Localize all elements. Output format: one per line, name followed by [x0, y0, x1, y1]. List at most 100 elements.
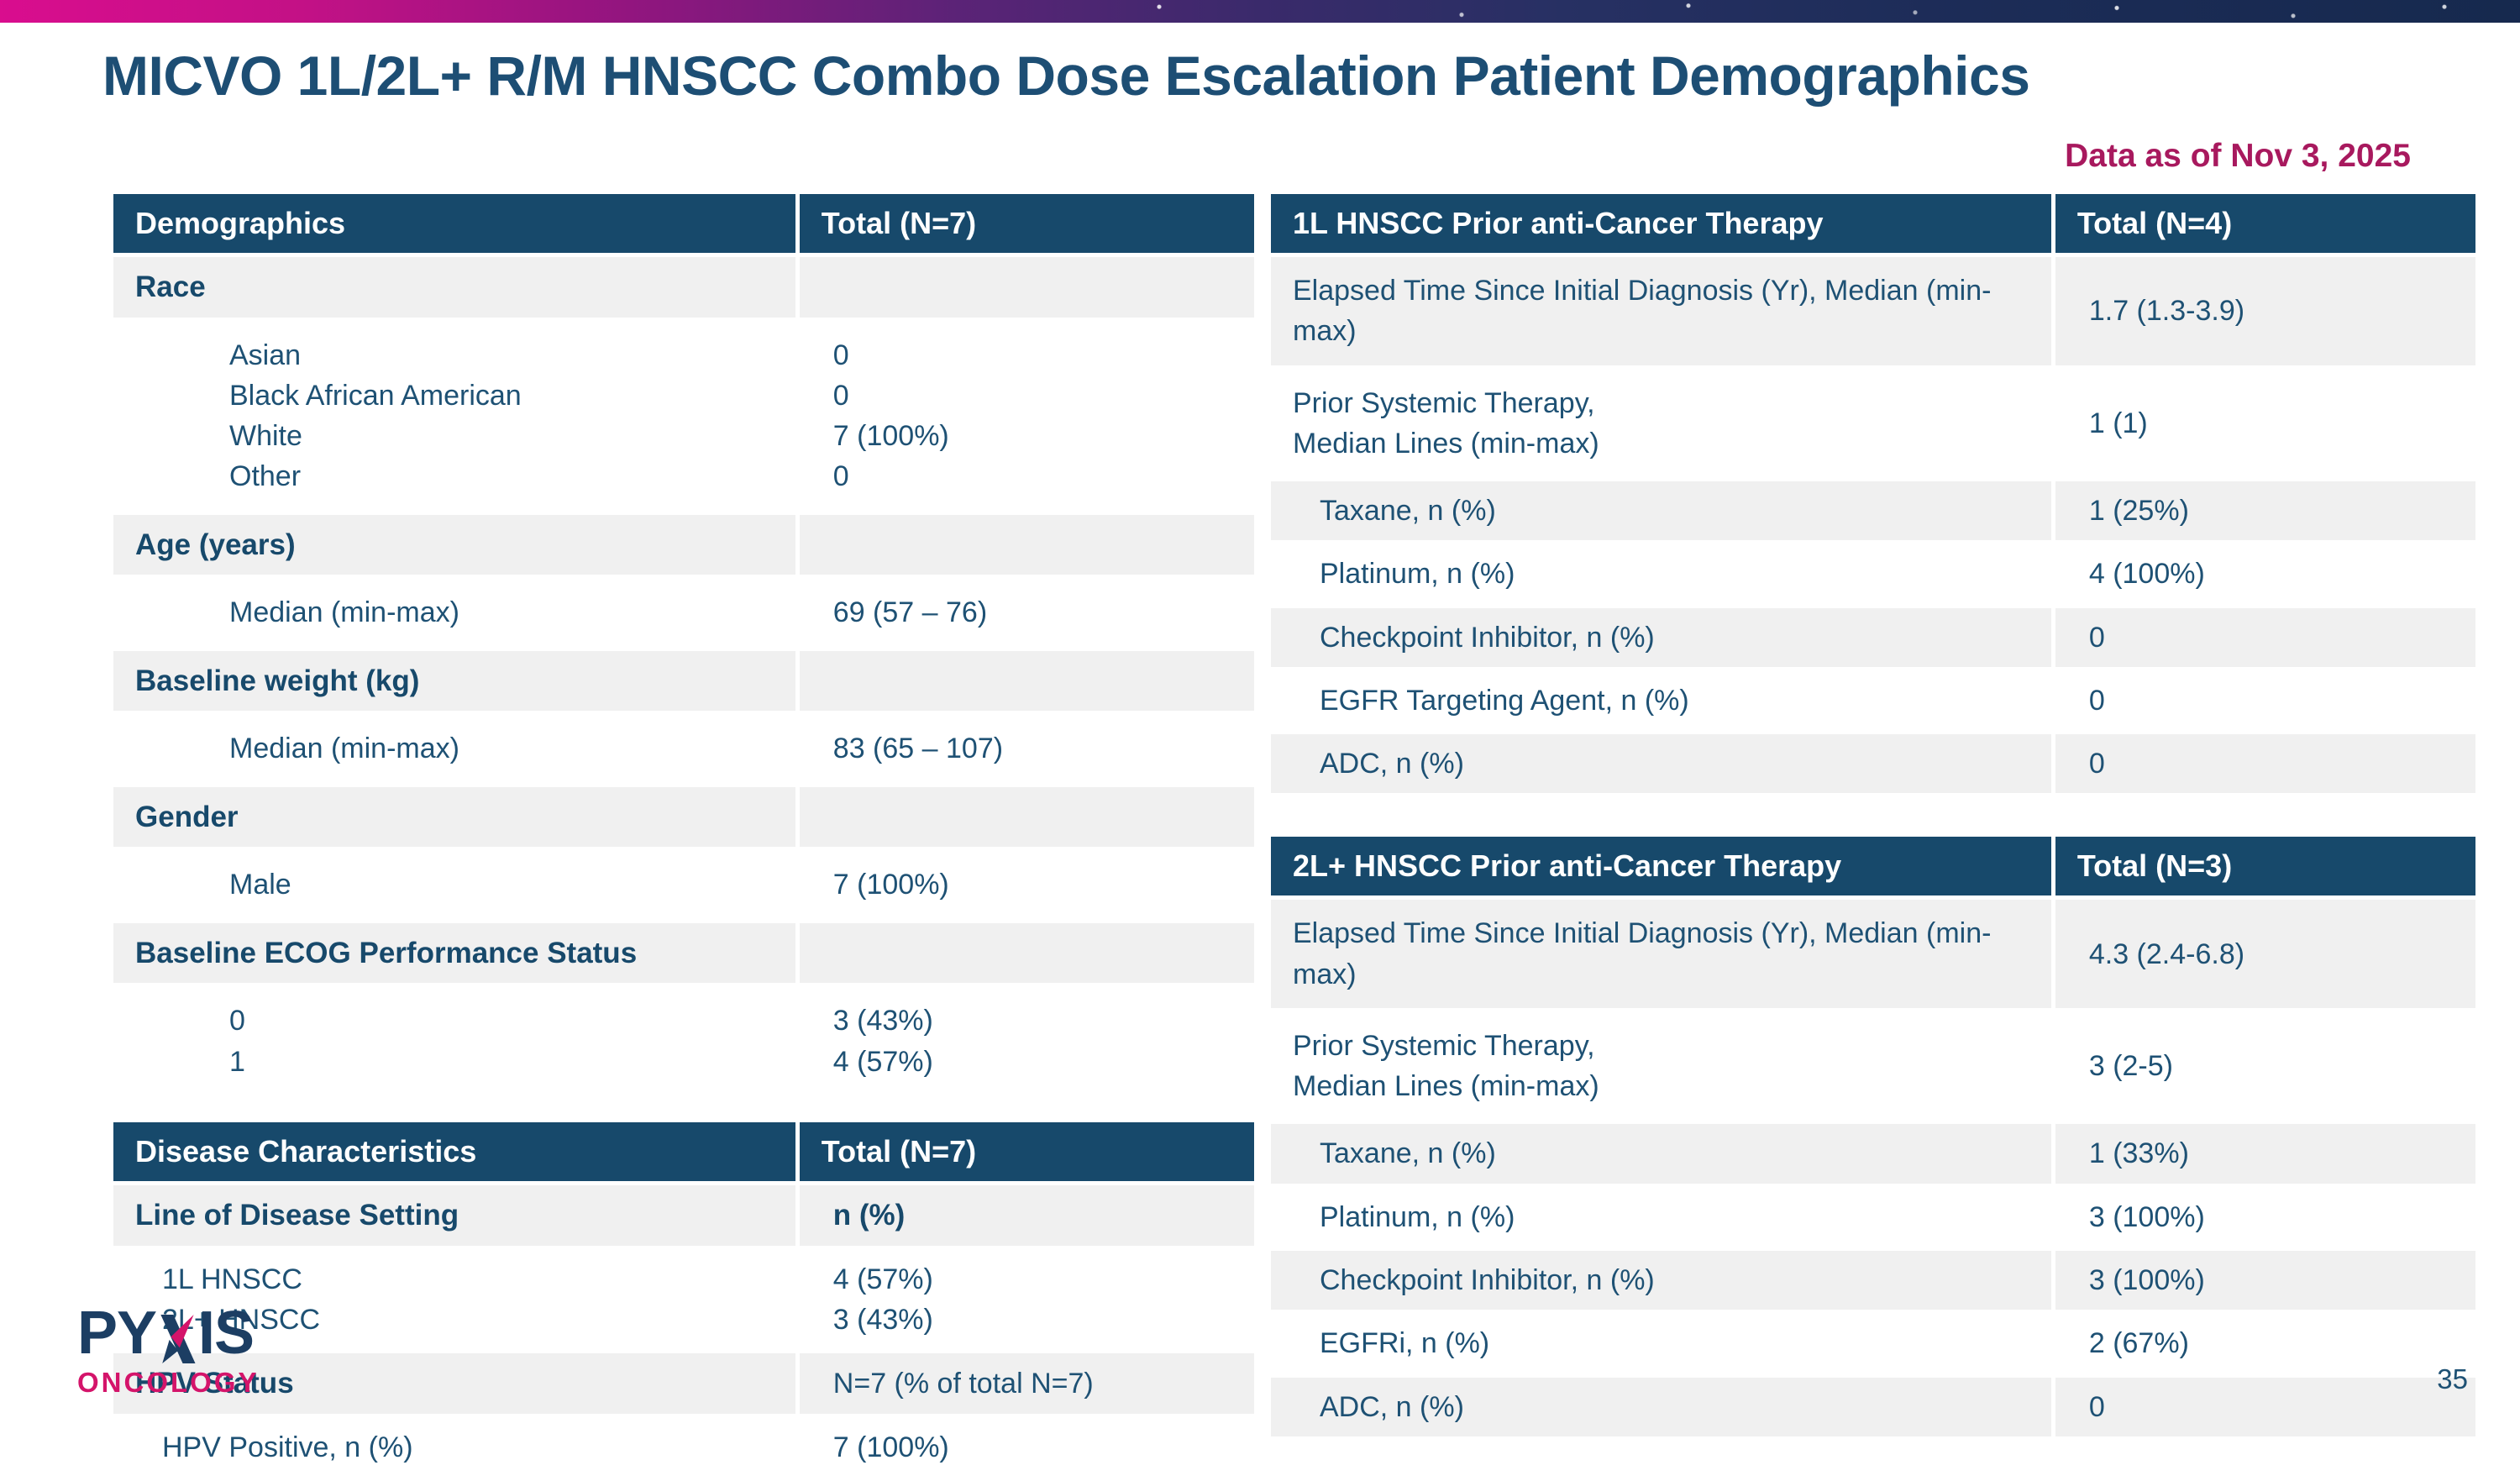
table-row: Platinum, n (%) 3 (100%): [1271, 1187, 2475, 1247]
table-row: Taxane, n (%) 1 (25%): [1271, 481, 2475, 541]
table-row: Platinum, n (%) 4 (100%): [1271, 544, 2475, 604]
row-value: 4 (57%) 3 (43%): [799, 1249, 1254, 1350]
table-row: Race: [113, 257, 1254, 318]
table-row: Baseline weight (kg): [113, 650, 1254, 712]
row-value: 0: [2055, 607, 2475, 667]
row-label: Checkpoint Inhibitor, n (%): [1271, 607, 2051, 667]
row-label: Gender: [113, 786, 795, 848]
table-header-label: Demographics: [113, 194, 795, 253]
row-value: 3 (43%) 4 (57%): [799, 987, 1254, 1095]
row-label: Median (min-max): [113, 579, 795, 647]
row-value: 83 (65 – 107): [799, 715, 1254, 783]
table-row: Prior Systemic Therapy, Median Lines (mi…: [1271, 369, 2475, 478]
table-row: Line of Disease Setting n (%): [113, 1184, 1254, 1246]
table-row: Baseline ECOG Performance Status: [113, 922, 1254, 984]
row-value: 4 (100%): [2055, 544, 2475, 604]
row-label: Prior Systemic Therapy, Median Lines (mi…: [1271, 369, 2051, 478]
row-label: Prior Systemic Therapy, Median Lines (mi…: [1271, 1011, 2051, 1121]
row-label: Asian Black African American White Other: [113, 321, 795, 511]
table-header-label: Disease Characteristics: [113, 1121, 795, 1181]
table-row: Median (min-max) 83 (65 – 107): [113, 715, 1254, 783]
row-label: Elapsed Time Since Initial Diagnosis (Yr…: [1271, 257, 2051, 365]
page-title: MICVO 1L/2L+ R/M HNSCC Combo Dose Escala…: [102, 45, 2030, 107]
logo-text-left: PY: [77, 1300, 157, 1367]
prior-2l-grid: 2L+ HNSCC Prior anti-Cancer Therapy Total…: [1267, 832, 2480, 1440]
logo-subtitle: ONCOLOGY: [77, 1367, 260, 1398]
row-label: Line of Disease Setting: [113, 1184, 795, 1246]
row-value: 2 (67%): [2055, 1314, 2475, 1373]
logo-wordmark: PY IS: [77, 1303, 260, 1363]
row-value: n (%): [799, 1184, 1254, 1246]
row-label: Taxane, n (%): [1271, 1124, 2051, 1184]
right-column: 1L HNSCC Prior anti-Cancer Therapy Total …: [1267, 190, 2480, 1441]
table-header-row: 1L HNSCC Prior anti-Cancer Therapy Total …: [1271, 194, 2475, 253]
table-row: Elapsed Time Since Initial Diagnosis (Yr…: [1271, 257, 2475, 365]
row-label: Baseline weight (kg): [113, 650, 795, 712]
table-row: ADC, n (%) 0: [1271, 1377, 2475, 1436]
table-row: Prior Systemic Therapy, Median Lines (mi…: [1271, 1011, 2475, 1121]
row-label: Race: [113, 257, 795, 318]
row-value: [799, 922, 1254, 984]
row-label: HPV Positive, n (%): [113, 1417, 795, 1477]
table-row: Asian Black African American White Other…: [113, 321, 1254, 511]
decorative-gradient-bar: [0, 0, 2520, 23]
left-column: Demographics Total (N=7) Race Asian Black A…: [109, 190, 1258, 1481]
row-value: 1 (33%): [2055, 1124, 2475, 1184]
table-row: HPV Status N=7 (% of total N=7): [113, 1353, 1254, 1414]
row-value: 1 (25%): [2055, 481, 2475, 541]
demographics-grid: Demographics Total (N=7) Race Asian Black A…: [109, 190, 1258, 1100]
table-row: 1L HNSCC 2L+ HNSCC 4 (57%) 3 (43%): [113, 1249, 1254, 1350]
row-label: ADC, n (%): [1271, 734, 2051, 794]
table-row: EGFRi, n (%) 2 (67%): [1271, 1314, 2475, 1373]
table-header-row: Disease Characteristics Total (N=7): [113, 1121, 1254, 1181]
table-row: HPV Positive, n (%) 7 (100%): [113, 1417, 1254, 1477]
table-row: Median (min-max) 69 (57 – 76): [113, 579, 1254, 647]
row-label: EGFR Targeting Agent, n (%): [1271, 670, 2051, 731]
pyxis-oncology-logo: PY IS ONCOLOGY: [77, 1303, 260, 1399]
table-row: EGFR Targeting Agent, n (%) 0: [1271, 670, 2475, 731]
row-label: Platinum, n (%): [1271, 1187, 2051, 1247]
table-row: Checkpoint Inhibitor, n (%) 0: [1271, 607, 2475, 667]
row-value: 0: [2055, 1377, 2475, 1436]
row-value: 0: [2055, 734, 2475, 794]
table-header-label: 2L+ HNSCC Prior anti-Cancer Therapy: [1271, 837, 2051, 896]
demographics-table: Demographics Total (N=7) Race Asian Black A…: [109, 190, 1258, 1100]
row-value: 0 0 7 (100%) 0: [799, 321, 1254, 511]
table-header-total: Total (N=7): [799, 194, 1254, 253]
row-label: Elapsed Time Since Initial Diagnosis (Yr…: [1271, 900, 2051, 1008]
table-row: Age (years): [113, 514, 1254, 575]
table-row: Gender: [113, 786, 1254, 848]
table-header-label: 1L HNSCC Prior anti-Cancer Therapy: [1271, 194, 2051, 253]
data-cutoff-note: Data as of Nov 3, 2025: [2065, 138, 2411, 174]
row-label: Platinum, n (%): [1271, 544, 2051, 604]
row-label: Checkpoint Inhibitor, n (%): [1271, 1250, 2051, 1310]
prior-1l-grid: 1L HNSCC Prior anti-Cancer Therapy Total …: [1267, 190, 2480, 797]
row-label: Taxane, n (%): [1271, 481, 2051, 541]
disease-grid: Disease Characteristics Total (N=7) Line o…: [109, 1118, 1258, 1481]
table-header-row: Demographics Total (N=7): [113, 194, 1254, 253]
page-number: 35: [2437, 1363, 2468, 1394]
row-value: 7 (100%): [799, 851, 1254, 919]
row-value: 0: [2055, 670, 2475, 731]
table-row: Male 7 (100%): [113, 851, 1254, 919]
row-label: Age (years): [113, 514, 795, 575]
row-value: 7 (100%): [799, 1417, 1254, 1477]
row-value: 1.7 (1.3-3.9): [2055, 257, 2475, 365]
table-header-total: Total (N=3): [2055, 837, 2475, 896]
disease-characteristics-table: Disease Characteristics Total (N=7) Line o…: [109, 1118, 1258, 1481]
row-value: [799, 257, 1254, 318]
prior-therapy-2l-table: 2L+ HNSCC Prior anti-Cancer Therapy Total…: [1267, 832, 2480, 1440]
row-label: 1L HNSCC 2L+ HNSCC: [113, 1249, 795, 1350]
table-header-total: Total (N=7): [799, 1121, 1254, 1181]
row-label: ADC, n (%): [1271, 1377, 2051, 1436]
table-row: Elapsed Time Since Initial Diagnosis (Yr…: [1271, 900, 2475, 1008]
table-row: ADC, n (%) 0: [1271, 734, 2475, 794]
row-value: [799, 514, 1254, 575]
table-row: Taxane, n (%) 1 (33%): [1271, 1124, 2475, 1184]
compass-needle-x-icon: [160, 1315, 196, 1363]
logo-text-right: IS: [198, 1300, 255, 1367]
row-label: Baseline ECOG Performance Status: [113, 922, 795, 984]
table-header-row: 2L+ HNSCC Prior anti-Cancer Therapy Total…: [1271, 837, 2475, 896]
